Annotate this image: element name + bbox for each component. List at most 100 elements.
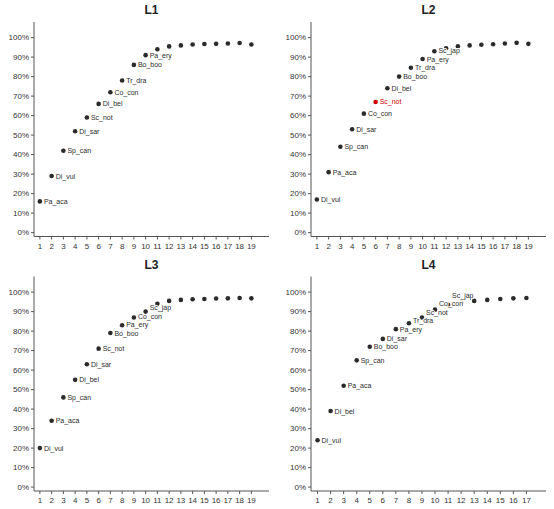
point xyxy=(73,129,78,134)
x-tick-label: 10 xyxy=(431,496,440,505)
point-label: Di_bel xyxy=(79,376,99,384)
point xyxy=(367,344,372,349)
point xyxy=(179,43,184,48)
x-tick-label: 12 xyxy=(457,496,466,505)
point xyxy=(409,66,414,71)
y-tick-label: 70% xyxy=(290,92,306,101)
x-tick-label: 11 xyxy=(444,496,453,505)
point-label: Tr_dra xyxy=(126,77,146,85)
point-label: Sp_can xyxy=(361,357,385,365)
x-tick-label: 10 xyxy=(141,242,150,251)
y-tick-label: 10% xyxy=(13,463,29,472)
y-tick-label: 60% xyxy=(13,366,29,375)
y-tick-label: 90% xyxy=(13,307,29,316)
page: {"chart_data": [ {"type": "scatter", "ti… xyxy=(0,0,554,509)
x-tick-label: 10 xyxy=(418,242,427,251)
x-tick-label: 6 xyxy=(96,496,101,505)
chart-canvas: L1123456789101112131415161718190%10%20%3… xyxy=(0,0,554,509)
point-label: Sc_jap xyxy=(150,304,172,312)
x-tick-label: 18 xyxy=(235,242,244,251)
points xyxy=(315,41,531,202)
point xyxy=(108,331,113,336)
point-label: Co_con xyxy=(439,300,463,308)
point xyxy=(143,53,148,58)
y-tick-label: 20% xyxy=(13,444,29,453)
point-label: Bo_boo xyxy=(114,330,138,338)
x-tick-label: 13 xyxy=(176,496,185,505)
x-tick-label: 11 xyxy=(430,242,439,251)
point-label: Tr_dra xyxy=(413,317,433,325)
y-tick-label: 70% xyxy=(290,346,306,355)
point xyxy=(394,327,399,332)
x-tick-label: 19 xyxy=(247,496,256,505)
point-label: Pa_ery xyxy=(126,321,149,329)
point xyxy=(362,111,367,116)
x-tick-label: 16 xyxy=(212,242,221,251)
point xyxy=(472,299,477,304)
x-tick-label: 1 xyxy=(38,242,43,251)
y-tick-label: 40% xyxy=(290,405,306,414)
point xyxy=(237,296,242,301)
x-tick-label: 13 xyxy=(453,242,462,251)
point xyxy=(479,43,484,48)
x-tick-label: 2 xyxy=(49,242,54,251)
x-tick-label: 17 xyxy=(522,496,531,505)
x-tick-label: 14 xyxy=(465,242,474,251)
x-tick-label: 2 xyxy=(328,496,333,505)
x-tick-label: 16 xyxy=(489,242,498,251)
x-tick-label: 13 xyxy=(176,242,185,251)
x-tick-label: 16 xyxy=(509,496,518,505)
point xyxy=(73,378,78,383)
point xyxy=(511,296,516,301)
point xyxy=(315,438,320,443)
point-label: Pa_aca xyxy=(348,382,372,390)
point xyxy=(49,174,54,179)
point xyxy=(61,395,66,400)
x-tick-label: 17 xyxy=(223,242,232,251)
x-tick-label: 15 xyxy=(200,242,209,251)
x-tick-label: 5 xyxy=(362,242,367,251)
x-tick-label: 15 xyxy=(477,242,486,251)
x-tick-label: 5 xyxy=(368,496,373,505)
y-axis-line xyxy=(311,277,312,492)
y-tick-label: 30% xyxy=(290,170,306,179)
panel: L1123456789101112131415161718190%10%20%3… xyxy=(9,3,269,251)
panel-title: L2 xyxy=(421,3,435,17)
point xyxy=(354,358,359,363)
point xyxy=(108,90,113,95)
point xyxy=(49,419,54,424)
point xyxy=(38,199,43,204)
x-tick-label: 10 xyxy=(141,496,150,505)
x-tick-label: 6 xyxy=(373,242,378,251)
point-label: Pa_aca xyxy=(56,417,80,425)
y-tick-label: 20% xyxy=(290,189,306,198)
point xyxy=(190,297,195,302)
panel: L412345678910111213141516170%10%20%30%40… xyxy=(286,258,546,506)
x-tick-label: 4 xyxy=(73,496,78,505)
x-axis-line xyxy=(34,491,269,492)
y-tick-label: 90% xyxy=(13,53,29,62)
point-label: Sc_jap xyxy=(452,292,474,300)
x-tick-label: 9 xyxy=(420,496,425,505)
x-tick-label: 13 xyxy=(470,496,479,505)
point-label: Pa_ery xyxy=(427,56,450,64)
point xyxy=(397,74,402,79)
x-tick-label: 7 xyxy=(385,242,390,251)
y-tick-label: 10% xyxy=(13,209,29,218)
point xyxy=(350,127,355,132)
point xyxy=(132,315,137,320)
x-tick-label: 12 xyxy=(442,242,451,251)
panel: L3123456789101112131415161718190%10%20%3… xyxy=(9,258,269,506)
y-tick-label: 60% xyxy=(290,111,306,120)
point xyxy=(326,170,331,175)
point xyxy=(524,296,529,301)
point xyxy=(96,346,101,351)
point xyxy=(249,42,254,47)
x-tick-label: 8 xyxy=(397,242,402,251)
y-tick-label: 70% xyxy=(13,346,29,355)
point xyxy=(179,298,184,303)
x-tick-label: 2 xyxy=(326,242,331,251)
y-tick-label: 10% xyxy=(290,463,306,472)
point xyxy=(120,78,125,83)
x-tick-label: 2 xyxy=(49,496,54,505)
